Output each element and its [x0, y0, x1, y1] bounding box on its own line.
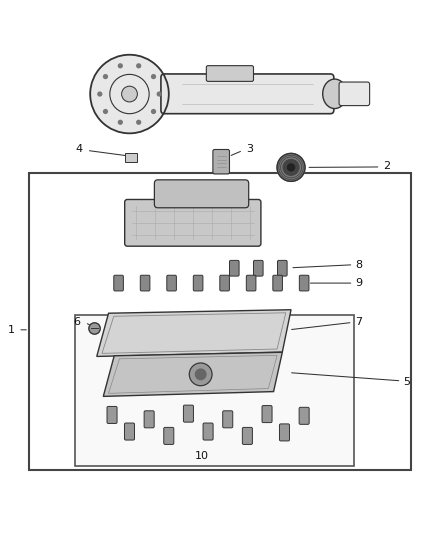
- Circle shape: [118, 63, 123, 68]
- FancyBboxPatch shape: [125, 199, 261, 246]
- Polygon shape: [97, 310, 291, 357]
- FancyBboxPatch shape: [339, 82, 370, 106]
- Circle shape: [136, 63, 141, 68]
- FancyBboxPatch shape: [164, 427, 174, 445]
- Text: 6: 6: [74, 317, 81, 327]
- Circle shape: [103, 109, 108, 114]
- FancyBboxPatch shape: [206, 66, 254, 82]
- FancyBboxPatch shape: [299, 407, 309, 424]
- Circle shape: [288, 164, 294, 171]
- Circle shape: [277, 154, 305, 181]
- FancyBboxPatch shape: [161, 74, 334, 114]
- FancyBboxPatch shape: [299, 275, 309, 291]
- Circle shape: [118, 119, 123, 125]
- Text: 7: 7: [355, 317, 362, 327]
- FancyBboxPatch shape: [154, 180, 249, 208]
- FancyBboxPatch shape: [242, 427, 252, 445]
- FancyBboxPatch shape: [124, 423, 134, 440]
- FancyBboxPatch shape: [279, 424, 290, 441]
- Text: 5: 5: [403, 377, 410, 387]
- Text: 10: 10: [194, 451, 208, 462]
- FancyBboxPatch shape: [230, 261, 239, 276]
- FancyBboxPatch shape: [107, 407, 117, 423]
- FancyBboxPatch shape: [144, 411, 154, 428]
- Text: 9: 9: [355, 278, 362, 288]
- Text: 1: 1: [8, 325, 15, 335]
- FancyBboxPatch shape: [213, 149, 230, 174]
- FancyBboxPatch shape: [278, 261, 287, 276]
- Bar: [125, 152, 137, 162]
- FancyBboxPatch shape: [184, 405, 194, 422]
- FancyBboxPatch shape: [262, 406, 272, 423]
- Circle shape: [90, 55, 169, 133]
- FancyBboxPatch shape: [167, 275, 177, 291]
- FancyBboxPatch shape: [140, 275, 150, 291]
- Text: 4: 4: [76, 144, 83, 155]
- Text: 3: 3: [246, 144, 253, 155]
- FancyBboxPatch shape: [254, 261, 263, 276]
- FancyBboxPatch shape: [273, 275, 283, 291]
- FancyBboxPatch shape: [193, 275, 203, 291]
- Ellipse shape: [323, 79, 347, 109]
- Circle shape: [283, 159, 299, 175]
- Circle shape: [189, 363, 212, 386]
- Polygon shape: [103, 352, 283, 397]
- Bar: [29, 173, 411, 470]
- Circle shape: [195, 369, 206, 379]
- Text: 8: 8: [355, 260, 362, 270]
- Circle shape: [156, 92, 162, 96]
- Circle shape: [89, 323, 100, 334]
- FancyBboxPatch shape: [223, 411, 233, 428]
- FancyBboxPatch shape: [220, 275, 230, 291]
- Circle shape: [122, 86, 138, 102]
- Circle shape: [151, 74, 156, 79]
- Circle shape: [151, 109, 156, 114]
- Circle shape: [136, 119, 141, 125]
- Circle shape: [103, 74, 108, 79]
- FancyBboxPatch shape: [246, 275, 256, 291]
- Circle shape: [97, 92, 102, 96]
- Bar: [75, 314, 354, 466]
- Text: 2: 2: [384, 161, 391, 171]
- FancyBboxPatch shape: [114, 275, 124, 291]
- FancyBboxPatch shape: [203, 423, 213, 440]
